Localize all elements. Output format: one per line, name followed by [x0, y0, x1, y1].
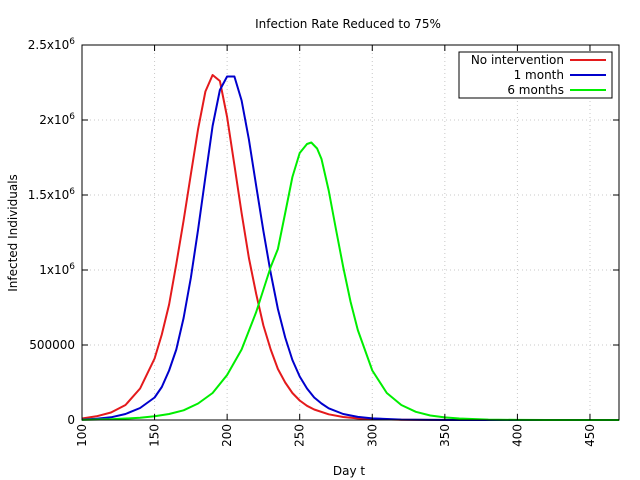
y-tick-label: 1x106 [39, 262, 75, 277]
y-tick-label: 2.5x106 [28, 37, 75, 52]
x-tick-label: 450 [583, 424, 597, 447]
x-axis-label: Day t [333, 464, 366, 478]
y-tick-label: 0 [67, 413, 75, 427]
legend-label: No intervention [471, 53, 564, 67]
legend-label: 1 month [514, 68, 564, 82]
legend-label: 6 months [507, 83, 564, 97]
plot-frame [81, 44, 620, 421]
axis-ticks: 100 150 200 250 300 350 400 450 0 500000 1x106 1.5x… [28, 37, 619, 447]
x-tick-label: 200 [220, 424, 234, 447]
series-line-1-month [81, 75, 619, 421]
x-tick-label: 350 [438, 424, 452, 447]
x-tick-label: 100 [75, 424, 89, 447]
y-tick-label: 1.5x106 [28, 187, 75, 202]
grid-lines [81, 44, 619, 421]
y-tick-label: 2x106 [39, 112, 75, 127]
x-tick-label: 250 [293, 424, 307, 447]
x-tick-label: 300 [365, 424, 379, 447]
series-line-no-intervention [81, 74, 619, 421]
x-tick-label: 400 [510, 424, 524, 447]
y-tick-label: 500000 [29, 338, 75, 352]
chart-title: Infection Rate Reduced to 75% [255, 17, 441, 31]
series-line-6-months [81, 141, 619, 421]
x-tick-label: 150 [148, 424, 162, 447]
y-axis-label: Infected Individuals [6, 174, 20, 292]
series-lines [81, 74, 619, 421]
